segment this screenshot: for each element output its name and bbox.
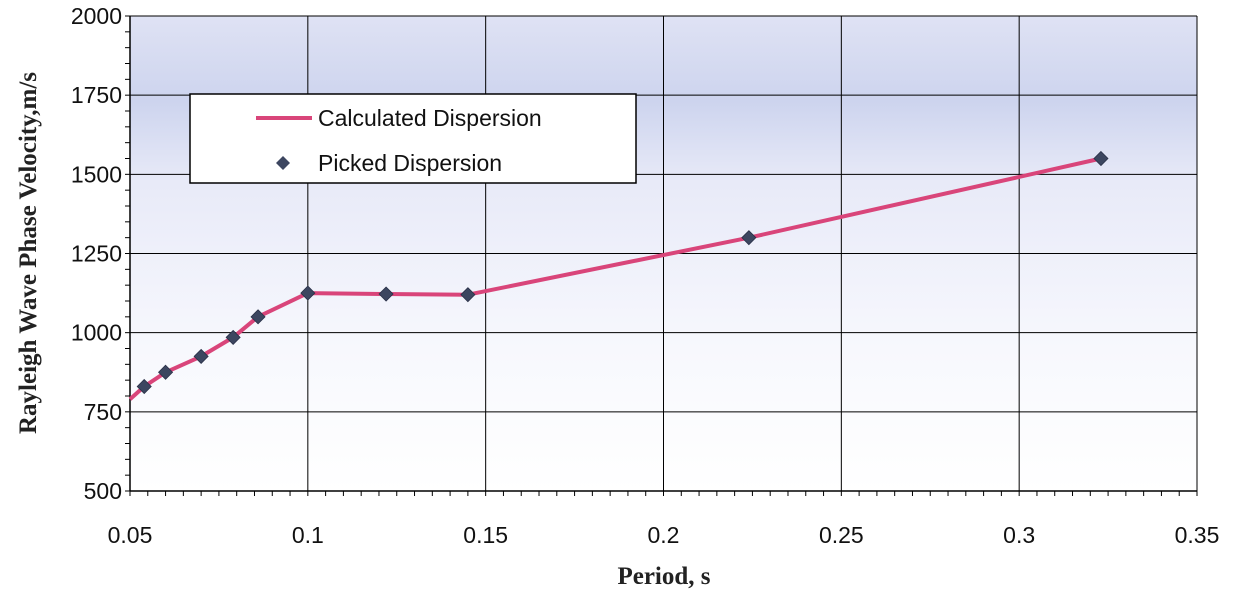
picked-dispersion-marker	[250, 309, 266, 325]
x-tick-label: 0.25	[819, 522, 864, 548]
x-tick-label: 0.15	[463, 522, 508, 548]
picked-dispersion-marker	[300, 285, 316, 301]
picked-dispersion-marker	[1093, 150, 1109, 167]
y-tick-label: 500	[84, 478, 122, 504]
y-tick-label: 1750	[71, 82, 122, 108]
picked-dispersion-marker	[378, 286, 394, 302]
picked-dispersion-marker	[193, 348, 209, 364]
picked-dispersion-marker	[136, 378, 152, 395]
x-tick-label: 0.2	[648, 522, 680, 548]
legend-box	[189, 93, 637, 184]
y-tick-label: 2000	[71, 3, 122, 29]
x-tick-label: 0.35	[1175, 522, 1220, 548]
picked-dispersion-marker	[225, 329, 241, 345]
legend: Calculated Dispersion Picked Dispersion	[189, 93, 637, 184]
legend-marker-swatch	[276, 156, 290, 170]
x-tick-label: 0.3	[1003, 522, 1035, 548]
x-axis-title: Period, s	[617, 563, 710, 590]
x-tick-labels: 0.05 0.1 0.15 0.2 0.25 0.3 0.35	[108, 522, 1220, 548]
y-tick-labels: 500 750 1000 1250 1500 1750 2000	[71, 3, 122, 504]
picked-dispersion-marker	[741, 230, 757, 246]
legend-label-picked: Picked Dispersion	[318, 150, 502, 176]
y-tick-label: 1250	[71, 241, 122, 267]
y-axis-title: Rayleigh Wave Phase Velocity,m/s	[15, 72, 42, 434]
y-tick-label: 1500	[71, 161, 122, 187]
y-tick-label: 1000	[71, 320, 122, 346]
series-layer	[128, 150, 1109, 401]
y-tick-label: 750	[84, 399, 122, 425]
x-tick-label: 0.05	[108, 522, 153, 548]
picked-dispersion-marker	[460, 287, 476, 303]
x-tick-label: 0.1	[292, 522, 324, 548]
legend-label-calculated: Calculated Dispersion	[318, 105, 542, 131]
picked-dispersion-marker	[158, 364, 174, 380]
axes	[125, 15, 1198, 496]
